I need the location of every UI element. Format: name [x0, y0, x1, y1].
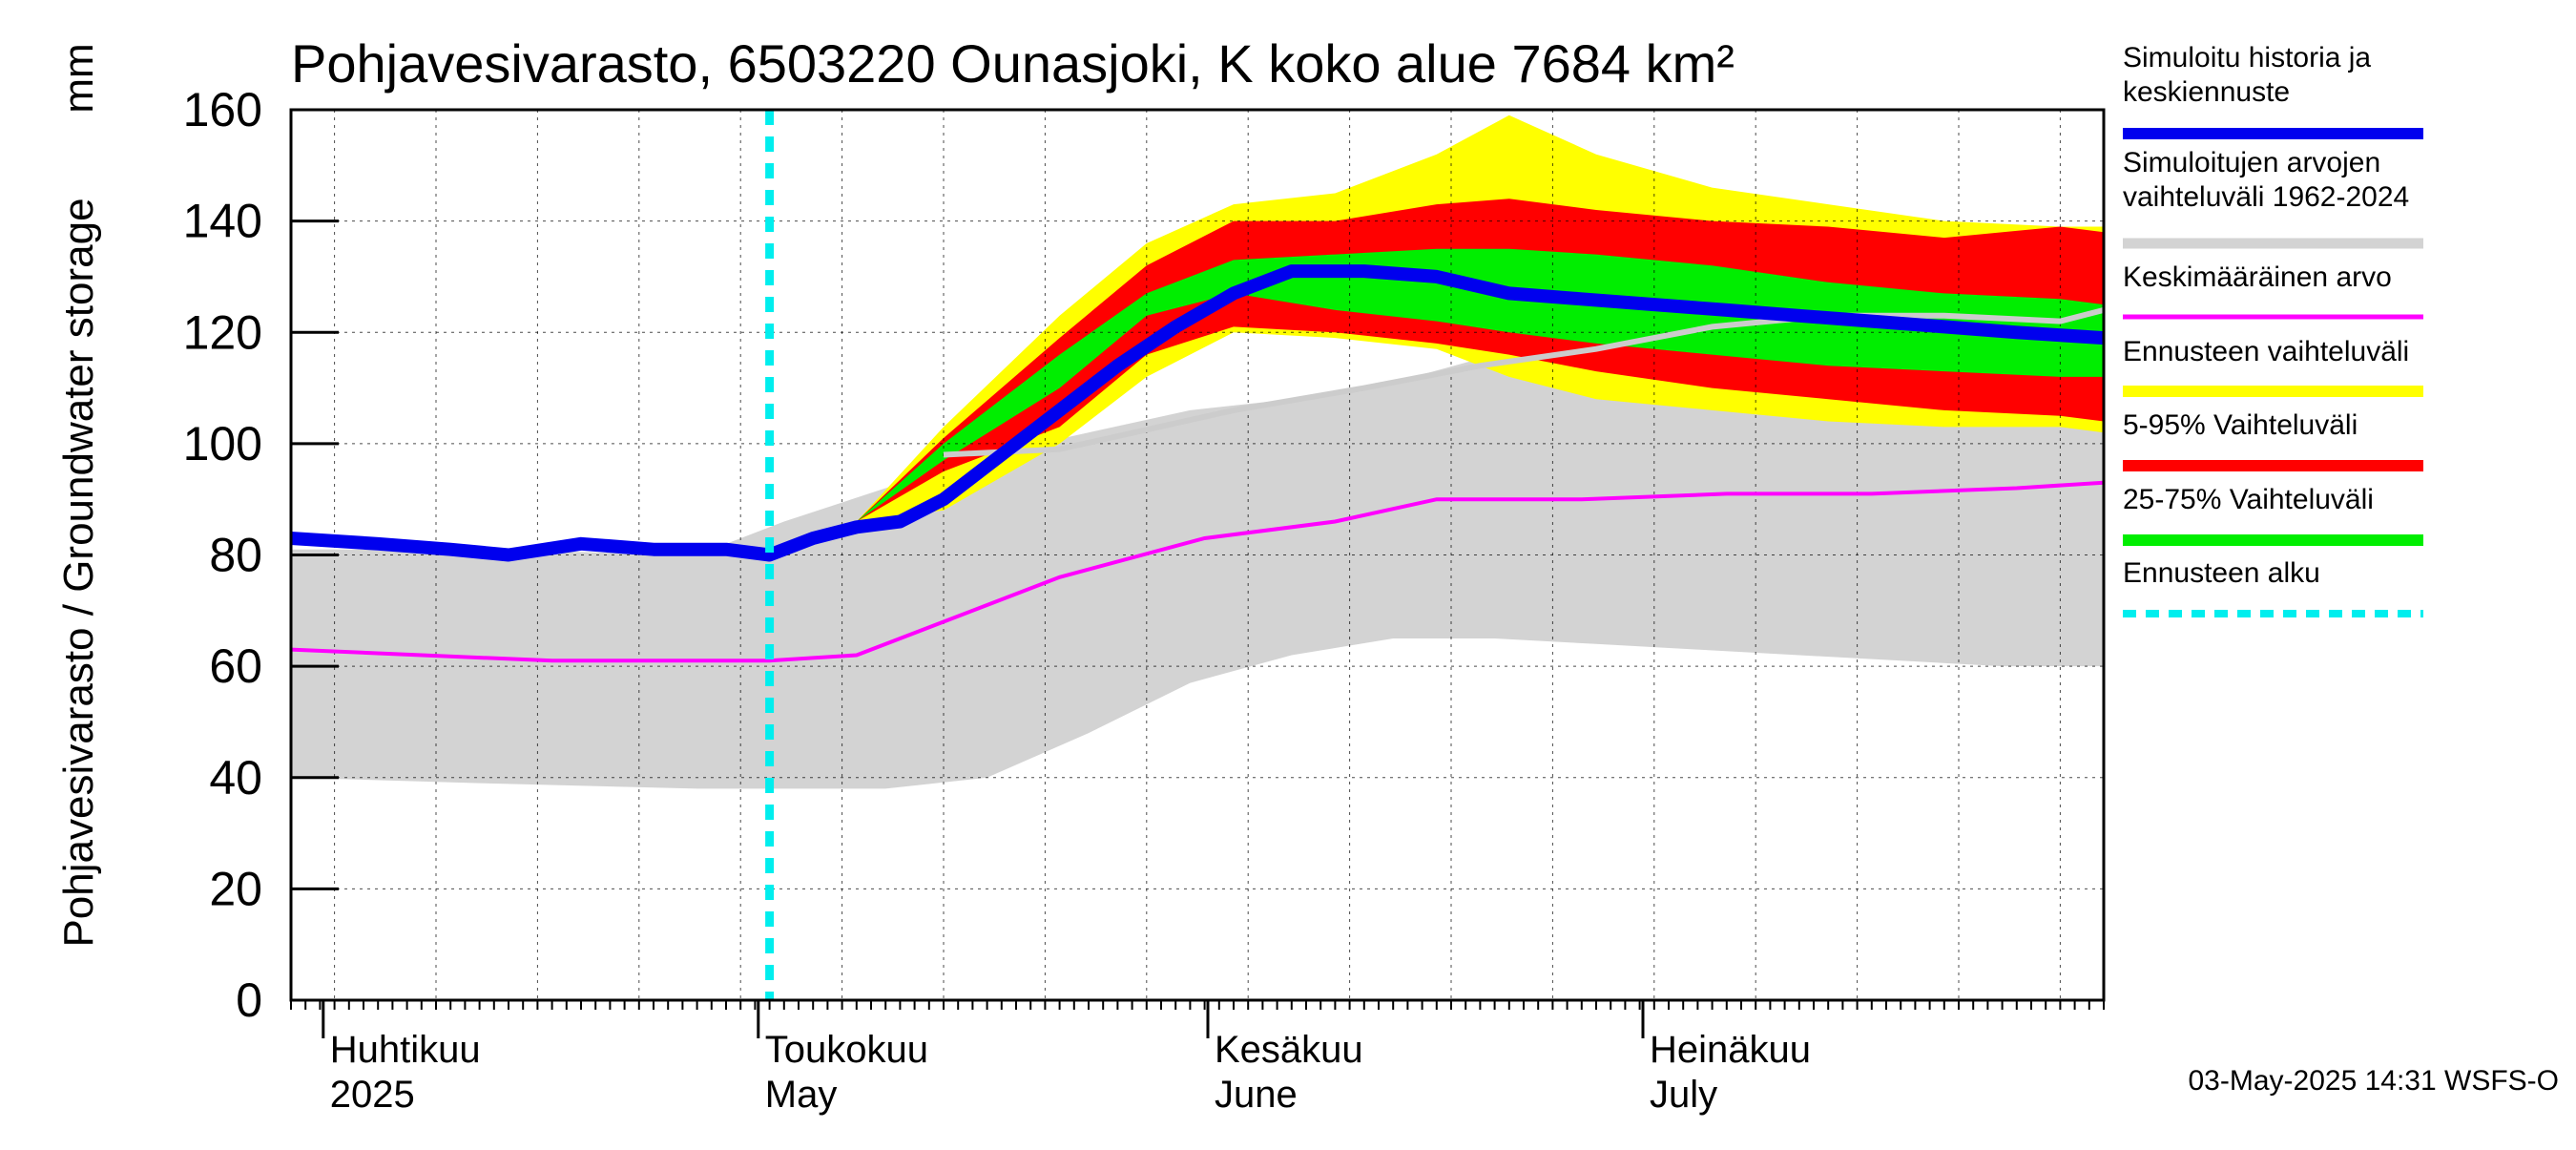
- y-axis-label: Pohjavesivarasto / Groundwater storage: [55, 198, 102, 947]
- y-tick-label: 120: [183, 305, 262, 359]
- legend-label: Ennusteen vaihteluväli: [2123, 336, 2409, 367]
- timestamp: 03-May-2025 14:31 WSFS-O: [2189, 1065, 2560, 1097]
- legend-label: Simuloitujen arvojen: [2123, 147, 2380, 178]
- month-label-fi: Heinäkuu: [1650, 1029, 1811, 1071]
- month-label-fi: Kesäkuu: [1215, 1029, 1363, 1071]
- legend-label: 25-75% Vaihteluväli: [2123, 484, 2374, 515]
- y-tick-label: 80: [209, 529, 262, 582]
- legend-label: Simuloitu historia ja: [2123, 42, 2371, 73]
- legend-label: keskiennuste: [2123, 76, 2290, 108]
- y-tick-label: 0: [236, 973, 262, 1027]
- y-tick-label: 140: [183, 195, 262, 248]
- historical-range-band: [291, 354, 2104, 789]
- month-label-en: 2025: [330, 1074, 415, 1116]
- legend-label: 5-95% Vaihteluväli: [2123, 409, 2358, 441]
- legend-label: vaihteluväli 1962-2024: [2123, 181, 2409, 213]
- y-tick-label: 160: [183, 83, 262, 136]
- y-tick-label: 20: [209, 862, 262, 915]
- month-label-fi: Huhtikuu: [330, 1029, 481, 1071]
- historical-median-line: [943, 306, 2105, 458]
- legend-label: Keskimääräinen arvo: [2123, 261, 2392, 293]
- y-tick-label: 100: [183, 417, 262, 470]
- month-label-fi: Toukokuu: [765, 1029, 928, 1071]
- y-axis-unit: mm: [55, 43, 102, 113]
- month-label-en: June: [1215, 1074, 1298, 1116]
- month-label-en: July: [1650, 1074, 1717, 1116]
- simulated-history-line: [290, 264, 2105, 562]
- chart-title: Pohjavesivarasto, 6503220 Ounasjoki, K k…: [291, 33, 1735, 94]
- mean-value-line: [290, 480, 2105, 663]
- y-tick-label: 60: [209, 639, 262, 693]
- y-tick-label: 40: [209, 751, 262, 805]
- legend-label: Ennusteen alku: [2123, 557, 2320, 589]
- month-label-en: May: [765, 1074, 838, 1116]
